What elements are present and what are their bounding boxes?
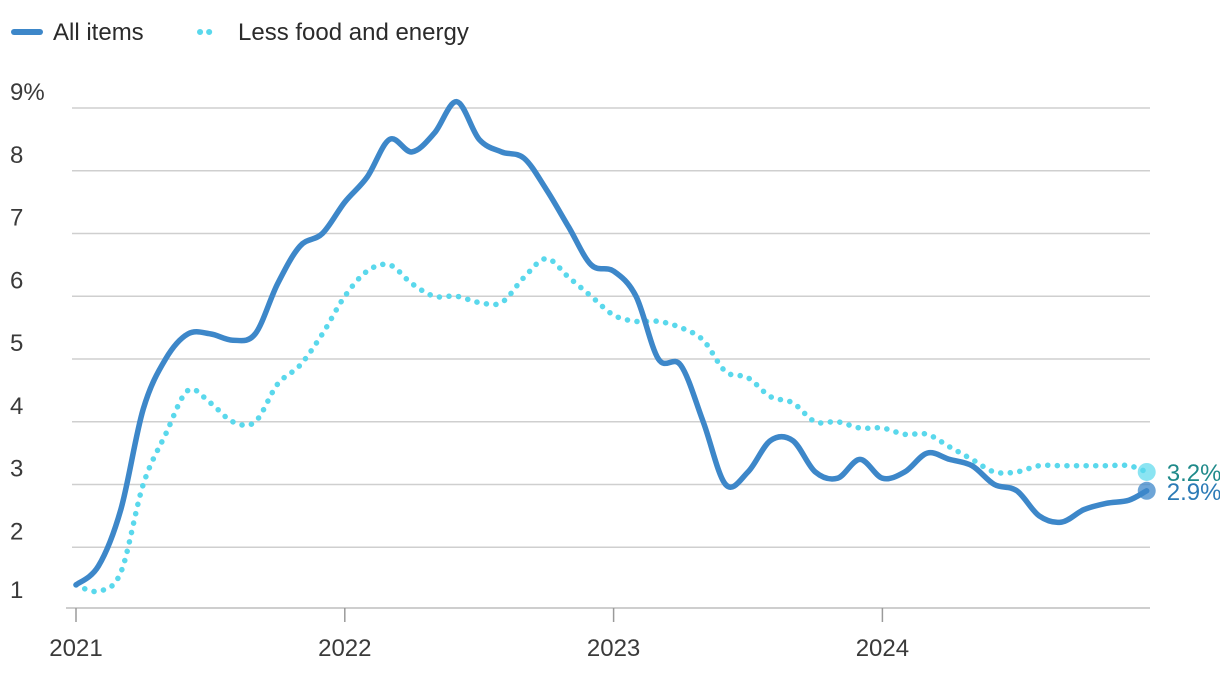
legend: All items Less food and energy [11, 19, 469, 46]
y-axis-ticks: 9% 8 7 6 5 4 3 2 1 [10, 79, 45, 604]
end-label-all-items: 2.9% [1167, 479, 1220, 506]
y-tick-label: 7 [10, 205, 23, 232]
x-tick-label: 2021 [49, 635, 102, 662]
gridlines [72, 107, 1150, 548]
end-marker-all-items [1137, 481, 1156, 500]
y-tick-label: 3 [10, 456, 23, 483]
y-tick-label: 9% [10, 79, 45, 106]
y-tick-label: 1 [10, 577, 23, 604]
end-markers: 2.9%3.2% [1137, 460, 1220, 506]
series-layer [73, 98, 1150, 595]
x-axis: 2021 2022 2023 2024 [49, 607, 1150, 662]
series-line-all-items [73, 98, 1150, 588]
series-line-less-food-energy [73, 255, 1150, 595]
x-tick-label: 2022 [318, 635, 371, 662]
end-marker-less-food-energy [1137, 462, 1156, 481]
y-tick-label: 2 [10, 518, 23, 545]
legend-label-all-items: All items [53, 19, 144, 46]
y-tick-label: 5 [10, 330, 23, 357]
x-tick-label: 2024 [856, 635, 909, 662]
y-tick-label: 6 [10, 267, 23, 294]
x-tick-label: 2023 [587, 635, 640, 662]
y-tick-label: 8 [10, 142, 23, 169]
end-label-less-food-energy: 3.2% [1167, 460, 1220, 487]
y-tick-label: 4 [10, 393, 23, 420]
legend-label-less-food-energy: Less food and energy [238, 19, 469, 46]
